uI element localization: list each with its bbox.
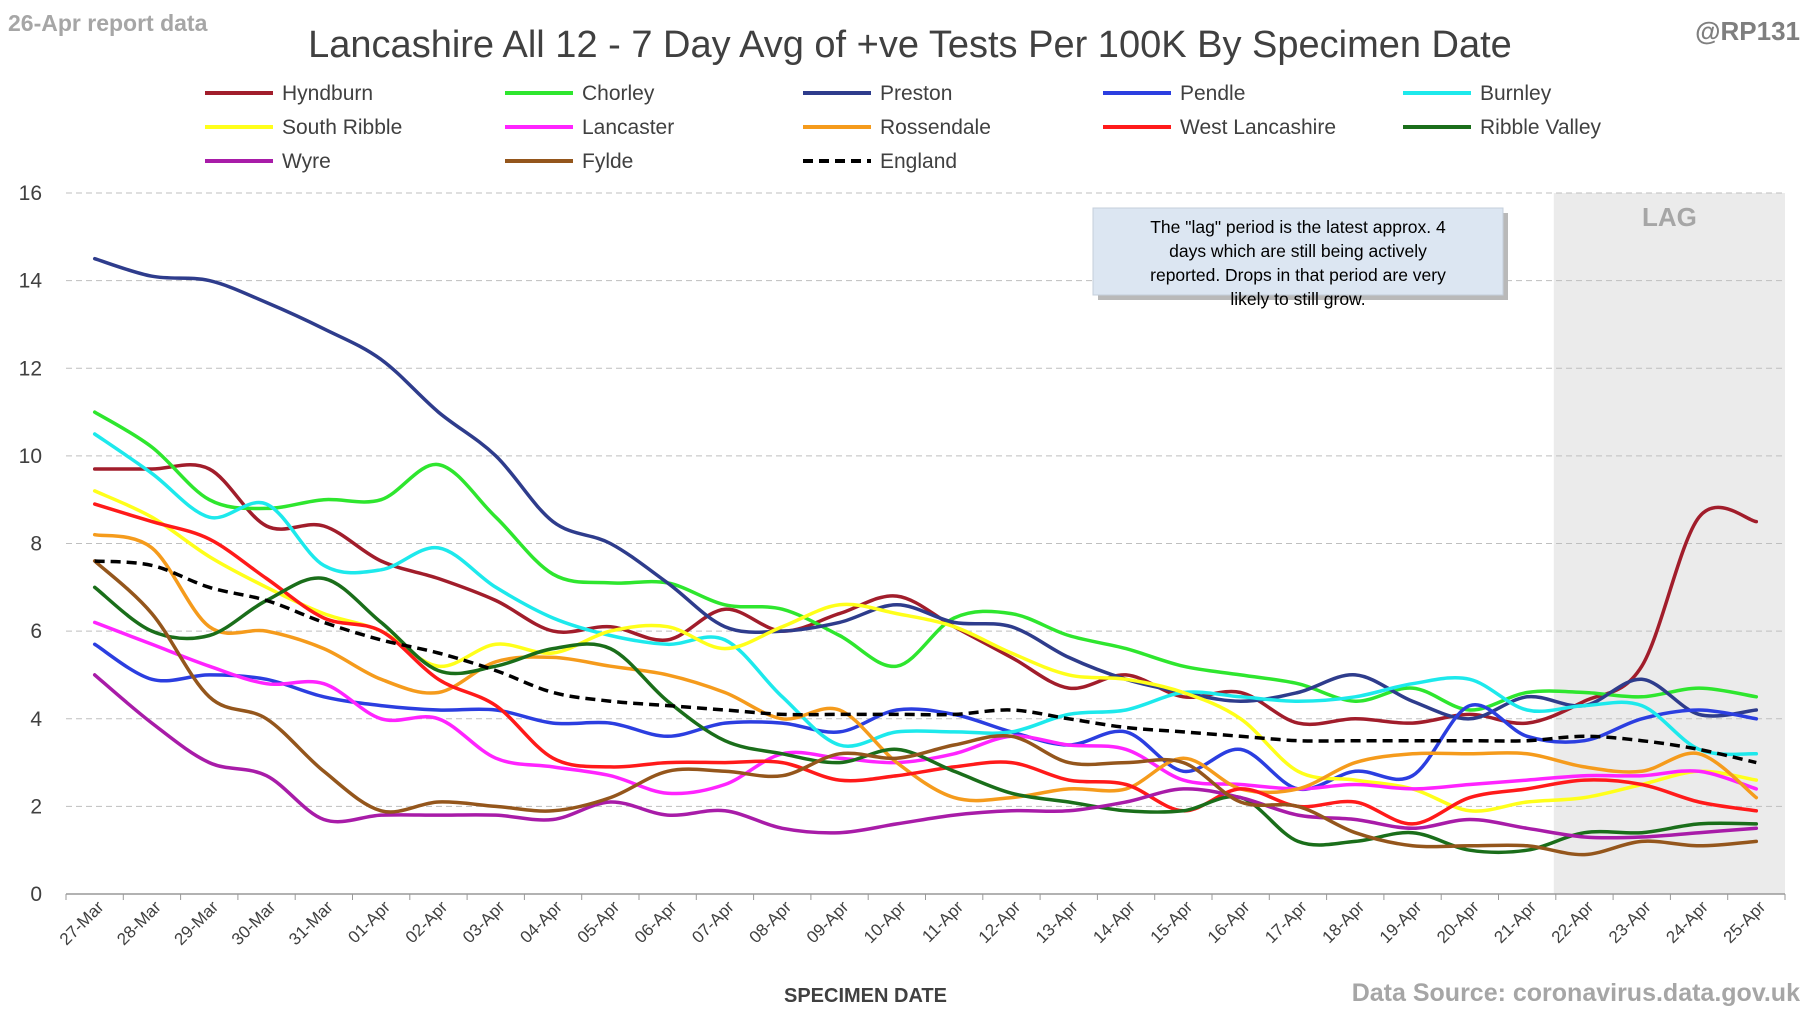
legend-label-lancaster: Lancaster <box>582 116 674 139</box>
x-tick-label: 25-Apr <box>1720 897 1770 947</box>
legend-label-fylde: Fylde <box>582 150 633 173</box>
legend-label-preston: Preston <box>880 82 952 105</box>
legend-label-ribble-valley: Ribble Valley <box>1480 116 1602 139</box>
x-tick-label: 12-Apr <box>975 897 1025 947</box>
series-line-wyre <box>92 673 1759 840</box>
legend-label-wyre: Wyre <box>282 150 331 173</box>
legend-label-rossendale: Rossendale <box>880 116 991 139</box>
series-line-south-ribble <box>92 489 1759 813</box>
x-tick-label: 11-Apr <box>918 897 967 946</box>
x-tick-label: 05-Apr <box>574 897 624 947</box>
author-handle: @RP131 <box>1695 16 1800 46</box>
x-tick-label: 09-Apr <box>803 897 853 947</box>
x-tick-label: 28-Mar <box>113 897 165 949</box>
x-tick-label: 24-Apr <box>1662 897 1712 947</box>
annotation-text: The "lag" period is the latest approx. 4… <box>1150 217 1446 309</box>
x-tick-label: 14-Apr <box>1089 897 1139 947</box>
legend-label-chorley: Chorley <box>582 82 655 105</box>
y-tick-label: 0 <box>30 883 42 906</box>
x-tick-label: 22-Apr <box>1548 897 1598 947</box>
legend-label-england: England <box>880 150 957 173</box>
x-tick-label: 02-Apr <box>402 897 452 947</box>
x-tick-label: 20-Apr <box>1433 897 1483 947</box>
series-line-pendle <box>92 642 1759 792</box>
x-tick-label: 19-Apr <box>1376 897 1426 947</box>
x-tick-label: 17-Apr <box>1261 897 1311 947</box>
series-line-west-lancashire <box>92 502 1759 826</box>
x-tick-label: 03-Apr <box>459 897 509 947</box>
legend-label-burnley: Burnley <box>1480 82 1552 105</box>
x-tick-label: 18-Apr <box>1319 897 1369 947</box>
series-line-preston <box>92 256 1759 721</box>
x-tick-label: 01-Apr <box>344 897 394 947</box>
chart-title: Lancashire All 12 - 7 Day Avg of +ve Tes… <box>308 24 1512 66</box>
x-tick-label: 16-Apr <box>1204 897 1254 947</box>
y-tick-label: 16 <box>19 182 42 205</box>
x-tick-label: 10-Apr <box>860 897 910 947</box>
report-date-note: 26-Apr report data <box>8 10 208 36</box>
x-tick-label: 06-Apr <box>631 897 681 947</box>
series-line-fylde <box>92 559 1759 857</box>
y-tick-label: 12 <box>19 357 42 380</box>
y-tick-label: 2 <box>30 795 42 818</box>
x-tick-label: 04-Apr <box>516 897 566 947</box>
y-tick-label: 10 <box>19 445 42 468</box>
x-tick-label: 27-Mar <box>56 897 108 949</box>
y-tick-label: 6 <box>30 620 42 643</box>
series-line-chorley <box>92 410 1759 712</box>
legend-label-pendle: Pendle <box>1180 82 1245 105</box>
x-tick-label: 31-Mar <box>285 897 337 949</box>
series-line-burnley <box>92 432 1759 757</box>
x-tick-label: 08-Apr <box>746 897 796 947</box>
x-tick-label: 23-Apr <box>1605 897 1655 947</box>
x-tick-label: 21-Apr <box>1490 897 1540 947</box>
x-tick-label: 30-Mar <box>228 897 280 949</box>
legend-label-south-ribble: South Ribble <box>282 116 402 139</box>
series-line-ribble-valley <box>92 576 1759 855</box>
y-tick-label: 14 <box>19 270 43 293</box>
legend-label-hyndburn: Hyndburn <box>282 82 373 105</box>
x-tick-label: 07-Apr <box>688 897 738 947</box>
x-tick-label: 29-Mar <box>171 897 223 949</box>
x-tick-label: 13-Apr <box>1032 897 1082 947</box>
lag-label: LAG <box>1642 202 1697 232</box>
annotation-box <box>1092 207 1504 296</box>
x-tick-label: 15-Apr <box>1147 897 1197 947</box>
data-source-note: Data Source: coronavirus.data.gov.uk <box>1351 979 1800 1007</box>
y-tick-label: 4 <box>30 708 42 731</box>
series-line-hyndburn <box>92 463 1759 727</box>
series-line-lancaster <box>92 620 1759 796</box>
y-tick-label: 8 <box>30 533 42 556</box>
x-axis-title: SPECIMEN DATE <box>784 985 947 1007</box>
series-line-england <box>94 559 1757 765</box>
legend-label-west-lancashire: West Lancashire <box>1180 116 1336 139</box>
